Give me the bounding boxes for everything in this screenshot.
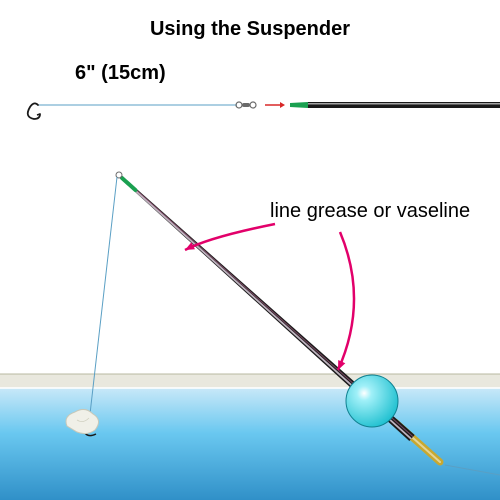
diagram-canvas [0,0,500,500]
